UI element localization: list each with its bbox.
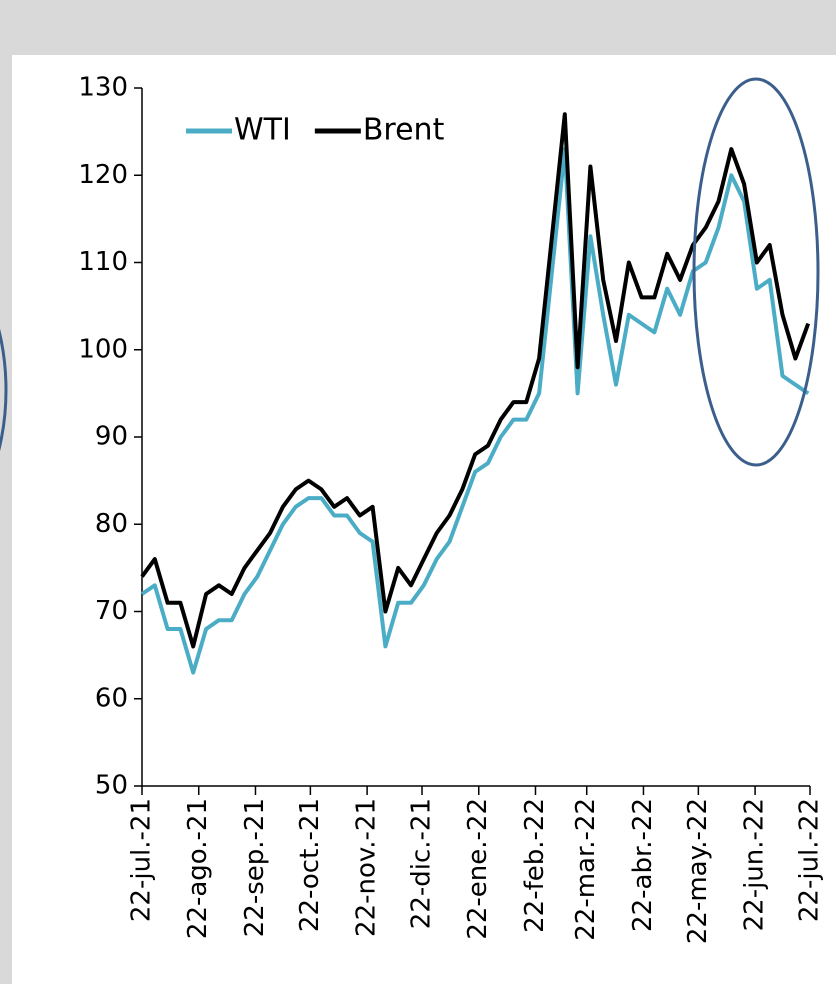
highlight-ellipse: [0, 328, 8, 452]
x-tick-label: 22-jul.-22: [795, 798, 825, 922]
x-tick-label: 22-jul.-21: [127, 798, 157, 922]
chart-area: [12, 55, 836, 984]
y-tick-label: 120: [78, 160, 128, 190]
y-tick-label: 90: [95, 422, 128, 452]
x-tick-label: 22-feb.-22: [520, 798, 550, 933]
y-tick-label: 130: [78, 73, 128, 103]
plot: 50 60 70 80 90 100 110 120 130 22-jul.-21 22-ago.-…: [78, 73, 824, 945]
legend-label: Brent: [363, 113, 445, 148]
series-line: [140, 147, 810, 675]
x-tick-label: 22-abr.-22: [628, 798, 658, 932]
y-tick-label: 70: [95, 596, 128, 626]
x-tick-label: 22-dic.-21: [407, 798, 437, 929]
y-tick-label: 110: [78, 247, 128, 277]
x-tick-label: 22-ago.-21: [183, 798, 213, 939]
x-tick-label: 22-oct.-21: [295, 798, 325, 932]
x-tick-label: 22-jun.-22: [740, 798, 770, 931]
x-tick-label: 22-mar.-22: [571, 798, 601, 941]
highlight-ellipse: [692, 77, 820, 467]
y-tick-label: 80: [95, 509, 128, 539]
x-tick-label: 22-nov.-21: [352, 798, 382, 937]
x-tick-label: 22-ene.-22: [463, 798, 493, 940]
legend: WTI Brent: [186, 113, 445, 148]
y-tick-label: 100: [78, 334, 128, 364]
x-tick-label: 22-may.-22: [683, 798, 713, 944]
x-tick-label: 22-sep.-21: [240, 798, 270, 937]
legend-label: WTI: [234, 113, 291, 148]
y-tick-label: 60: [95, 683, 128, 713]
y-tick-label: 50: [95, 771, 128, 801]
series-line: [140, 112, 811, 649]
